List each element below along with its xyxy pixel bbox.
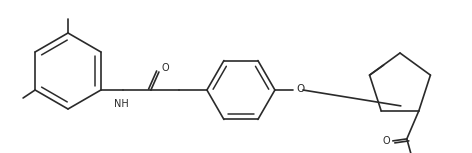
Text: NH: NH: [114, 99, 128, 109]
Text: O: O: [296, 84, 304, 94]
Text: O: O: [162, 63, 169, 73]
Text: O: O: [382, 136, 390, 146]
